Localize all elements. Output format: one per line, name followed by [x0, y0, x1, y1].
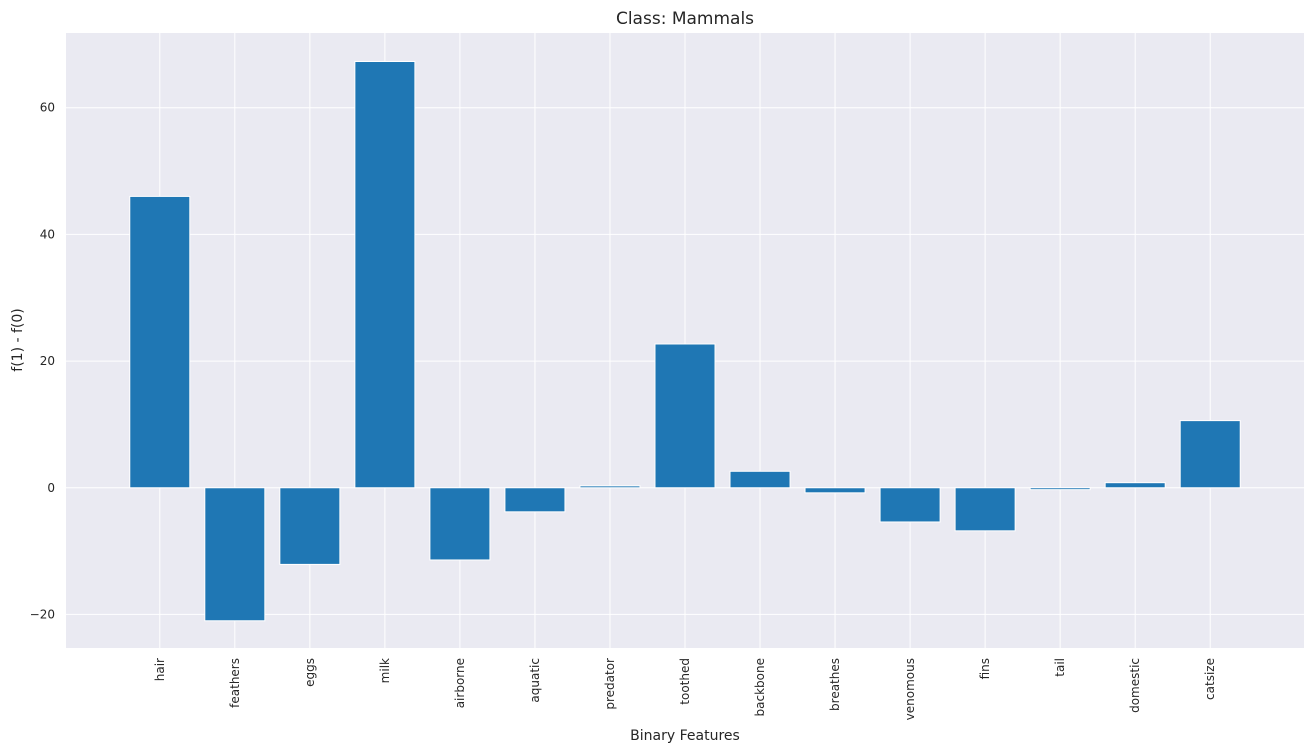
chart-title: Class: Mammals: [616, 9, 754, 29]
bar-backbone: [729, 470, 791, 489]
bar-aquatic: [504, 487, 566, 513]
y-axis-label: f(1) - f(0): [10, 308, 26, 371]
x-tick-label: domestic: [1128, 658, 1142, 713]
x-tick-label: fins: [978, 658, 992, 679]
bar-predator: [579, 485, 641, 489]
bar-breathes: [804, 487, 866, 494]
bar-fins: [954, 487, 1016, 532]
bar-feathers: [204, 487, 266, 622]
bar-tail: [1029, 487, 1091, 491]
x-tick-label: toothed: [678, 658, 692, 705]
x-tick-label: backbone: [753, 658, 767, 716]
y-tick-label: 20: [40, 354, 55, 368]
x-tick-label: feathers: [228, 658, 242, 708]
y-tick-label: −20: [30, 607, 55, 621]
x-tick-label: hair: [153, 658, 167, 681]
x-tick-label: milk: [378, 658, 392, 683]
x-tick-label: venomous: [903, 658, 917, 720]
bar-venomous: [879, 487, 941, 523]
bar-toothed: [654, 343, 716, 489]
y-tick-label: 0: [47, 481, 55, 495]
y-tick-labels: −20 0 20 40 60: [30, 101, 55, 622]
x-axis-label: Binary Features: [630, 728, 740, 744]
bar-hair: [129, 195, 191, 489]
y-tick-label: 40: [40, 227, 55, 241]
bar-milk: [354, 61, 416, 489]
bar-eggs: [279, 487, 341, 565]
x-tick-label: tail: [1053, 658, 1067, 677]
x-tick-label: airborne: [453, 658, 467, 708]
x-tick-label: predator: [603, 658, 617, 710]
bars: [129, 61, 1241, 622]
y-tick-label: 60: [40, 101, 55, 115]
x-tick-label: breathes: [828, 658, 842, 711]
bar-catsize: [1179, 420, 1241, 489]
bar-domestic: [1104, 482, 1166, 489]
x-tick-labels: hair feathers eggs milk airborne aquatic preda…: [153, 658, 1217, 720]
x-gridlines: [159, 33, 1211, 648]
x-tick-label: eggs: [303, 658, 317, 687]
x-tick-label: catsize: [1203, 658, 1217, 700]
bar-airborne: [429, 487, 491, 561]
x-tick-label: aquatic: [528, 658, 542, 703]
